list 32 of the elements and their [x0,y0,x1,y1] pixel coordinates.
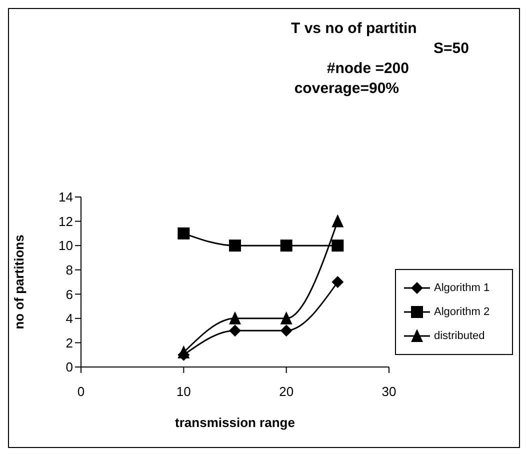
x-tick-label: 10 [176,384,191,400]
x-axis-title: transmission range [175,415,295,430]
point [229,311,241,324]
y-tick-label: 6 [66,286,73,302]
point [332,276,344,288]
y-tick-label: 14 [58,190,73,205]
y-tick-label: 4 [66,311,73,326]
point [332,214,344,228]
point [332,240,344,252]
legend-label: distributed [434,330,485,342]
point [178,227,190,240]
legend-label: Algorithm 1 [434,282,490,294]
x-tick-label: 0 [77,384,85,400]
point [178,345,190,358]
text: coverage=90% [293,79,400,99]
y-tick-label: 2 [66,335,73,350]
text: S=50 [432,39,469,59]
point [280,240,292,252]
y-tick-label: 8 [66,262,73,278]
point [280,324,292,337]
point [229,324,241,337]
y-tick-label: 0 [66,360,73,375]
y-tick-label: 12 [58,214,73,229]
y-tick-label: 10 [58,238,73,254]
point [280,311,292,324]
chart-title: T vs no of partitin [290,19,418,39]
y-axis-title: no of partitions [12,234,27,330]
legend-label: Algorithm 2 [434,306,490,318]
point [229,240,241,252]
text: #node =200 [326,59,410,79]
x-tick-label: 20 [279,384,294,400]
x-tick-label: 30 [382,384,396,400]
